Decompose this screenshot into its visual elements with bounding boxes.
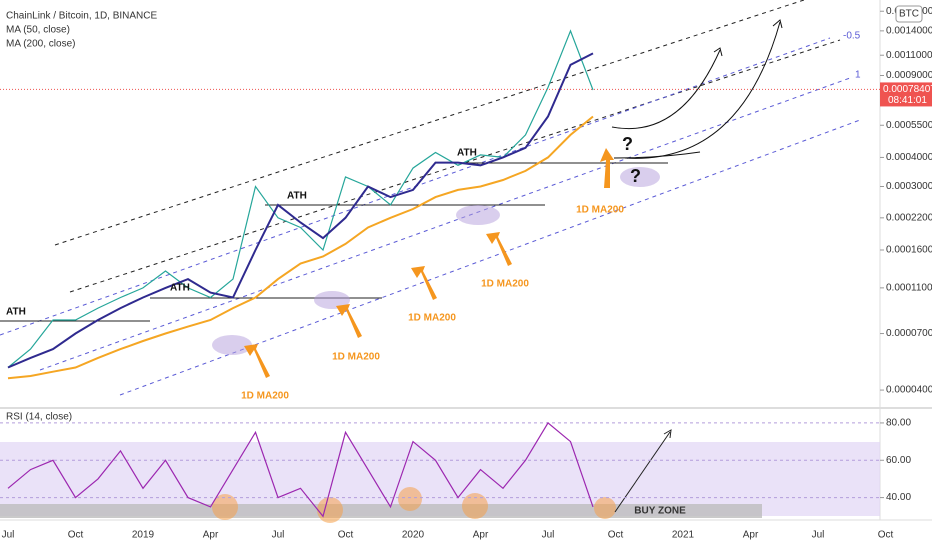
- annotation: 1D MA200: [408, 313, 456, 324]
- series-line: [7, 421, 594, 518]
- circle: [462, 493, 488, 519]
- annotation: 1D MA200: [481, 279, 529, 290]
- annotation: -0.5: [843, 31, 861, 42]
- x-tick-label: Oct: [878, 530, 894, 541]
- channel-line: [69, 39, 841, 293]
- arrow: [336, 304, 362, 338]
- series-line: [7, 52, 594, 369]
- rsi-arrow: [614, 431, 671, 513]
- x-tick-label: Jul: [812, 530, 825, 541]
- circle: [594, 497, 616, 519]
- projection-arrow: [611, 49, 721, 130]
- arrow: [486, 232, 512, 266]
- y-tick-label: 60.00: [886, 455, 911, 466]
- zone: [620, 167, 660, 187]
- series-line: [7, 29, 594, 368]
- x-tick-label: Oct: [68, 530, 84, 541]
- y-tick-label: 0.00004000: [886, 385, 932, 396]
- countdown: 08:41:01: [888, 95, 927, 106]
- legend-label: RSI (14, close): [6, 412, 72, 423]
- projection: [611, 19, 783, 159]
- y-tick-label: 80.00: [886, 418, 911, 429]
- x-tick-label: 2020: [402, 530, 425, 541]
- x-tick-label: Apr: [743, 530, 759, 541]
- arrow: [411, 266, 437, 300]
- x-tick-label: 2021: [672, 530, 695, 541]
- x-tick-label: Jul: [272, 530, 285, 541]
- x-tick-label: 2019: [132, 530, 155, 541]
- x-tick-label: Jul: [2, 530, 15, 541]
- projection-arrow: [624, 21, 781, 159]
- annotation: ATH: [170, 283, 190, 294]
- orange-arrows: [244, 148, 614, 378]
- x-tick-label: Jul: [542, 530, 555, 541]
- arrow-head: [713, 47, 723, 57]
- annotation: 1: [855, 70, 861, 81]
- annotation: ATH: [287, 191, 307, 202]
- circle: [317, 497, 343, 523]
- annotation: ATH: [457, 148, 477, 159]
- annotation: 1D MA200: [241, 391, 289, 402]
- annotation: ATH: [6, 307, 26, 318]
- circle: [212, 494, 238, 520]
- y-tick-label: 40.00: [886, 492, 911, 503]
- zones: [212, 167, 660, 355]
- x-tick-label: Oct: [608, 530, 624, 541]
- projection-arrow: [613, 151, 701, 159]
- legend-label: MA (50, close): [6, 25, 70, 36]
- circle: [398, 487, 422, 511]
- price-label: 0.00078407: [883, 84, 932, 95]
- x-tick-label: Oct: [338, 530, 354, 541]
- arrow: [600, 148, 614, 188]
- x-tick-label: Apr: [473, 530, 489, 541]
- arrow-head: [663, 429, 672, 439]
- legend-label: ChainLink / Bitcoin, 1D, BINANCE: [6, 11, 158, 22]
- annotation: ?: [630, 166, 641, 186]
- annotation: 1D MA200: [576, 205, 624, 216]
- arrow: [244, 344, 270, 378]
- rsi-band: [0, 442, 880, 516]
- annotation: 1D MA200: [332, 352, 380, 363]
- series-line: [7, 115, 594, 380]
- annotation: ?: [622, 134, 633, 154]
- currency: BTC: [899, 9, 919, 20]
- zone: [212, 335, 252, 355]
- annotation: BUY ZONE: [634, 506, 686, 517]
- price-badge: [880, 82, 932, 107]
- arrow-head: [772, 19, 783, 29]
- legend-label: MA (200, close): [6, 39, 75, 50]
- zone: [314, 291, 350, 309]
- x-tick-label: Apr: [203, 530, 219, 541]
- buy-zone: [0, 504, 762, 518]
- zone: [456, 205, 500, 225]
- currency-badge: [895, 5, 923, 23]
